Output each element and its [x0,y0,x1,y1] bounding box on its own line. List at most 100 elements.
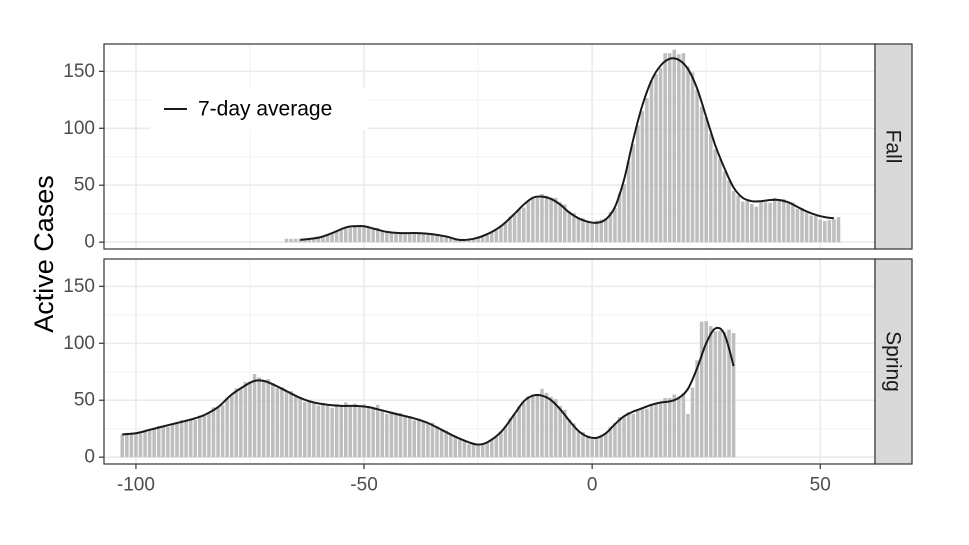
daily-case-bar [567,211,572,243]
daily-case-bar [344,402,348,458]
daily-case-bar [549,396,553,458]
daily-case-bar [448,434,453,458]
daily-case-bar [417,418,421,458]
daily-case-bar [786,203,791,243]
daily-case-bar [448,238,453,243]
daily-case-bar [375,227,380,243]
daily-case-bar [645,98,649,243]
daily-case-bar [804,212,809,243]
daily-case-bar [617,193,622,243]
daily-case-bar [585,435,590,458]
daily-case-bar [604,433,608,458]
daily-case-bar [813,215,818,243]
x-tick-label: -100 [117,475,155,496]
daily-case-bar [289,238,293,243]
daily-case-bar [631,413,635,458]
daily-case-bar [307,400,312,458]
daily-case-bar [604,218,608,243]
x-tick-label: 50 [810,475,831,496]
daily-case-bar [576,218,581,243]
daily-case-bar [617,417,622,458]
daily-case-bar [626,412,631,458]
daily-case-bar [800,209,804,243]
daily-case-bar [649,80,654,243]
daily-case-bar [353,225,357,243]
daily-case-bar [284,238,289,243]
daily-case-bar [339,404,344,458]
daily-case-bar [686,66,690,243]
daily-case-bar [152,429,156,458]
daily-case-bar [521,207,526,243]
daily-case-bar [704,321,708,458]
daily-case-bar [613,423,617,458]
daily-case-bar [334,231,339,243]
daily-case-bar [635,125,640,243]
panel-fall: Fall 0 50 100 150 [63,43,913,253]
daily-case-bar [143,430,147,458]
daily-case-bar [718,330,722,458]
daily-case-bar [184,421,188,458]
daily-case-bar [549,197,553,243]
daily-case-bar [581,218,585,243]
daily-case-bar [293,396,298,458]
daily-case-bar [654,403,658,458]
daily-case-bar [348,405,353,458]
daily-case-bar [312,403,316,458]
daily-case-bar [777,200,781,243]
daily-case-bar [412,420,416,458]
daily-case-bar [480,236,485,243]
daily-case-bar [371,407,375,458]
daily-case-bar [695,89,699,243]
daily-case-bar [718,159,722,243]
daily-case-bar [467,239,471,243]
daily-case-bar [375,404,380,458]
daily-case-bar [170,423,175,458]
daily-case-bar [248,381,252,458]
daily-case-bar [540,388,544,458]
daily-case-bar [622,416,626,458]
daily-case-bar [572,423,576,458]
daily-case-bar [362,404,366,458]
daily-case-bar [681,393,686,458]
daily-case-bar [672,49,677,243]
daily-case-bar [357,227,362,243]
daily-case-bar [818,219,823,243]
daily-case-bar [179,420,184,458]
daily-case-bar [453,239,458,243]
daily-case-bar [640,409,645,458]
daily-case-bar [490,232,494,243]
daily-case-bar [503,426,508,458]
daily-case-bar [330,407,334,458]
daily-case-bar [421,233,426,243]
daily-case-bar [430,422,435,458]
y-tick-label: 150 [63,61,95,82]
daily-case-bar [426,422,430,458]
daily-case-bar [439,430,444,458]
daily-case-bar [535,197,540,243]
daily-case-bar [727,329,731,458]
daily-case-bar [827,219,832,243]
daily-case-bar [398,232,403,243]
daily-case-bar [658,402,663,458]
daily-case-bar [722,331,727,458]
daily-case-bar [517,208,521,243]
daily-case-bar [823,221,827,243]
daily-case-bar [129,434,134,458]
daily-case-bar [298,238,302,243]
daily-case-bar [257,377,261,458]
daily-case-bar [366,226,371,243]
daily-case-bar [731,190,736,243]
daily-case-bar [608,426,613,458]
x-axis: -100 -50 0 50 [117,464,831,496]
daily-case-bar [567,419,572,458]
daily-case-bar [581,432,585,458]
daily-case-bar [526,396,531,458]
daily-case-bar [385,413,389,458]
daily-case-bar [763,202,768,243]
daily-case-bar [234,388,239,458]
daily-case-bar [480,444,485,458]
y-tick-label: 150 [63,276,95,297]
daily-case-bar [499,225,503,243]
y-tick-label: 0 [84,232,95,253]
